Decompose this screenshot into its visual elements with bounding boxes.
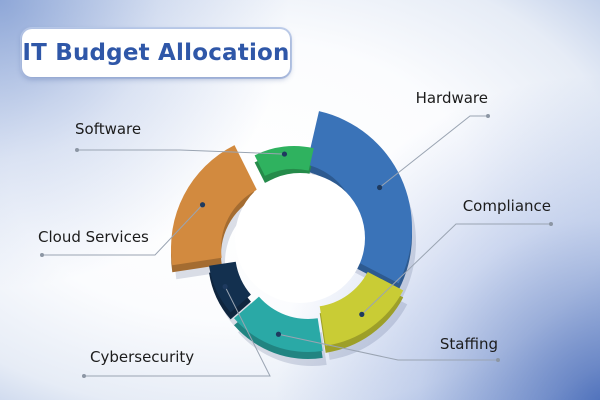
- leader-line-cybersecurity: [84, 286, 271, 377]
- leader-end-software: [75, 148, 79, 152]
- leader-end-cloud-services: [40, 253, 44, 257]
- leader-anchor-software: [281, 151, 288, 157]
- slice-hardware: [306, 111, 413, 284]
- leader-anchor-hardware: [377, 184, 383, 191]
- leader-anchor-compliance: [359, 311, 365, 317]
- leader-line-cloud-services: [42, 204, 203, 256]
- leader-line-software: [77, 149, 285, 155]
- label-hardware: Hardware: [416, 89, 488, 107]
- slice-staffing: [234, 296, 323, 352]
- slice-cloud-services: [170, 145, 257, 266]
- leader-end-hardware: [486, 114, 490, 118]
- label-staffing: Staffing: [440, 335, 498, 353]
- slice-labels: Hardware Compliance Staffing Cybersecurity C…: [38, 89, 551, 366]
- title-badge: IT Budget Allocation: [22, 29, 290, 77]
- leader-end-staffing: [496, 358, 500, 362]
- donut-slices: [170, 111, 413, 352]
- leader-anchor-staffing: [275, 331, 282, 337]
- leader-line-hardware: [379, 115, 488, 188]
- label-compliance: Compliance: [463, 197, 551, 215]
- label-cloud-services: Cloud Services: [38, 228, 149, 246]
- slice-compliance: [319, 271, 404, 346]
- label-cybersecurity: Cybersecurity: [90, 348, 194, 366]
- chart-title: IT Budget Allocation: [22, 40, 290, 66]
- leader-end-compliance: [549, 222, 553, 226]
- leader-anchor-cybersecurity: [222, 284, 228, 290]
- slice-cybersecurity: [209, 261, 251, 313]
- leader-end-cybersecurity: [82, 374, 86, 378]
- leader-anchor-cloud-services: [199, 202, 206, 208]
- donut-hole: [235, 173, 365, 303]
- leader-lines: [40, 114, 553, 378]
- leader-line-staffing: [278, 333, 498, 361]
- leader-line-compliance: [361, 223, 551, 315]
- label-software: Software: [75, 120, 141, 138]
